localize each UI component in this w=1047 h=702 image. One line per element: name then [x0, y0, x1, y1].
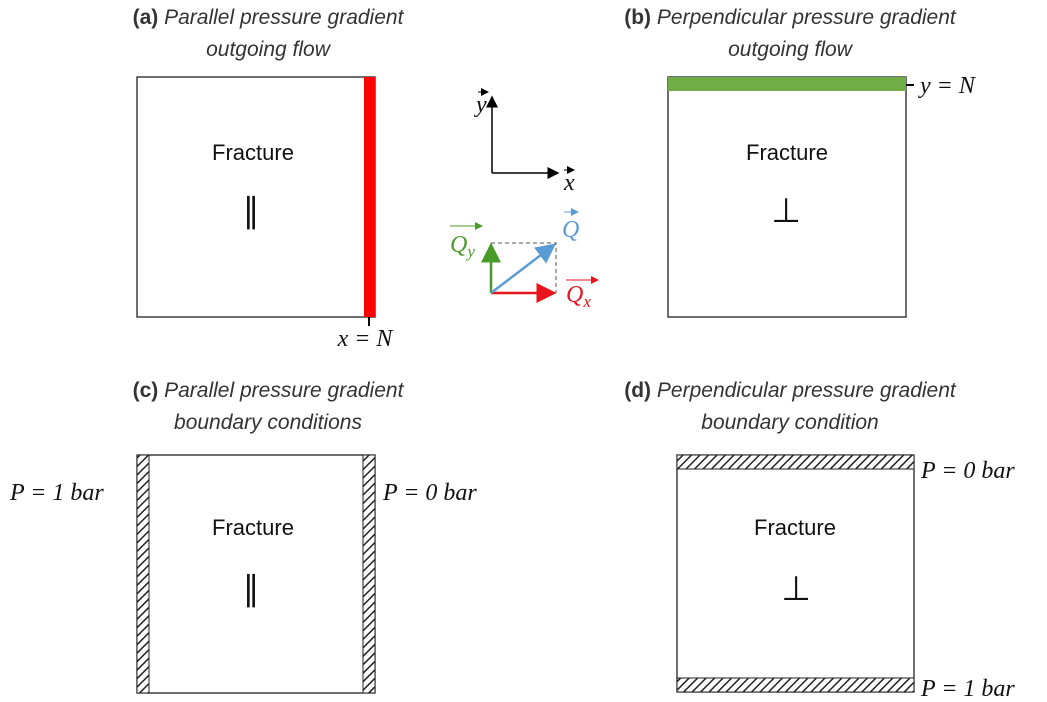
- box-text: Fracture: [754, 515, 836, 540]
- symbol: ⊥: [771, 191, 801, 231]
- vector-label: Qx: [566, 282, 591, 311]
- fracture-box: [667, 76, 907, 318]
- box-text: Fracture: [746, 140, 828, 165]
- panel-label: (c): [133, 379, 159, 402]
- fracture-box: [136, 76, 376, 318]
- vector-label: Qy: [450, 232, 475, 261]
- hatched-boundary: [676, 677, 915, 693]
- dashed-guide: [491, 242, 557, 293]
- panel-title: (b) Perpendicular pressure gradient: [624, 6, 957, 29]
- title-line: Parallel pressure gradient: [164, 379, 404, 402]
- title-line: Perpendicular pressure gradient: [657, 379, 957, 402]
- annotation: P = 0 bar: [382, 480, 477, 506]
- symbol: Q: [566, 282, 583, 308]
- title-line: outgoing flow: [728, 38, 854, 61]
- panel-title: (d) Perpendicular pressure gradient: [624, 379, 957, 402]
- symbol: ⊥: [781, 569, 811, 609]
- panel-label: (b): [624, 6, 651, 29]
- symbol: ∥: [243, 191, 260, 231]
- annotation: x = N: [337, 326, 395, 352]
- title-line: Parallel pressure gradient: [164, 6, 404, 29]
- axis-label: x: [563, 170, 575, 196]
- annotation: y = N: [918, 73, 977, 99]
- hatched-boundary: [362, 454, 376, 694]
- panel-label: (d): [624, 379, 651, 402]
- title-line: boundary condition: [701, 411, 878, 434]
- outflow-bar: [364, 77, 375, 317]
- hatched-boundary: [136, 454, 150, 694]
- subscript: x: [582, 292, 591, 311]
- panel-title: (a) Parallel pressure gradient: [133, 6, 405, 29]
- symbol: ∥: [243, 569, 260, 609]
- title-line: outgoing flow: [206, 38, 332, 61]
- outflow-bar: [668, 77, 906, 91]
- panel-title: (c) Parallel pressure gradient: [133, 379, 405, 402]
- axis-label: y: [474, 92, 487, 118]
- box-text: Fracture: [212, 140, 294, 165]
- title-line: Perpendicular pressure gradient: [657, 6, 957, 29]
- box-text: Fracture: [212, 515, 294, 540]
- vector-label: Q: [562, 217, 579, 243]
- annotation: P = 1 bar: [9, 480, 104, 506]
- title-line: boundary conditions: [174, 411, 362, 434]
- subscript: y: [465, 242, 475, 261]
- annotation: P = 1 bar: [920, 676, 1015, 702]
- hatched-boundary: [676, 454, 915, 470]
- symbol: Q: [450, 232, 467, 258]
- panel-label: (a): [133, 6, 159, 29]
- fracture-box: [136, 454, 376, 694]
- annotation: P = 0 bar: [920, 458, 1015, 484]
- q-vector: [490, 243, 556, 294]
